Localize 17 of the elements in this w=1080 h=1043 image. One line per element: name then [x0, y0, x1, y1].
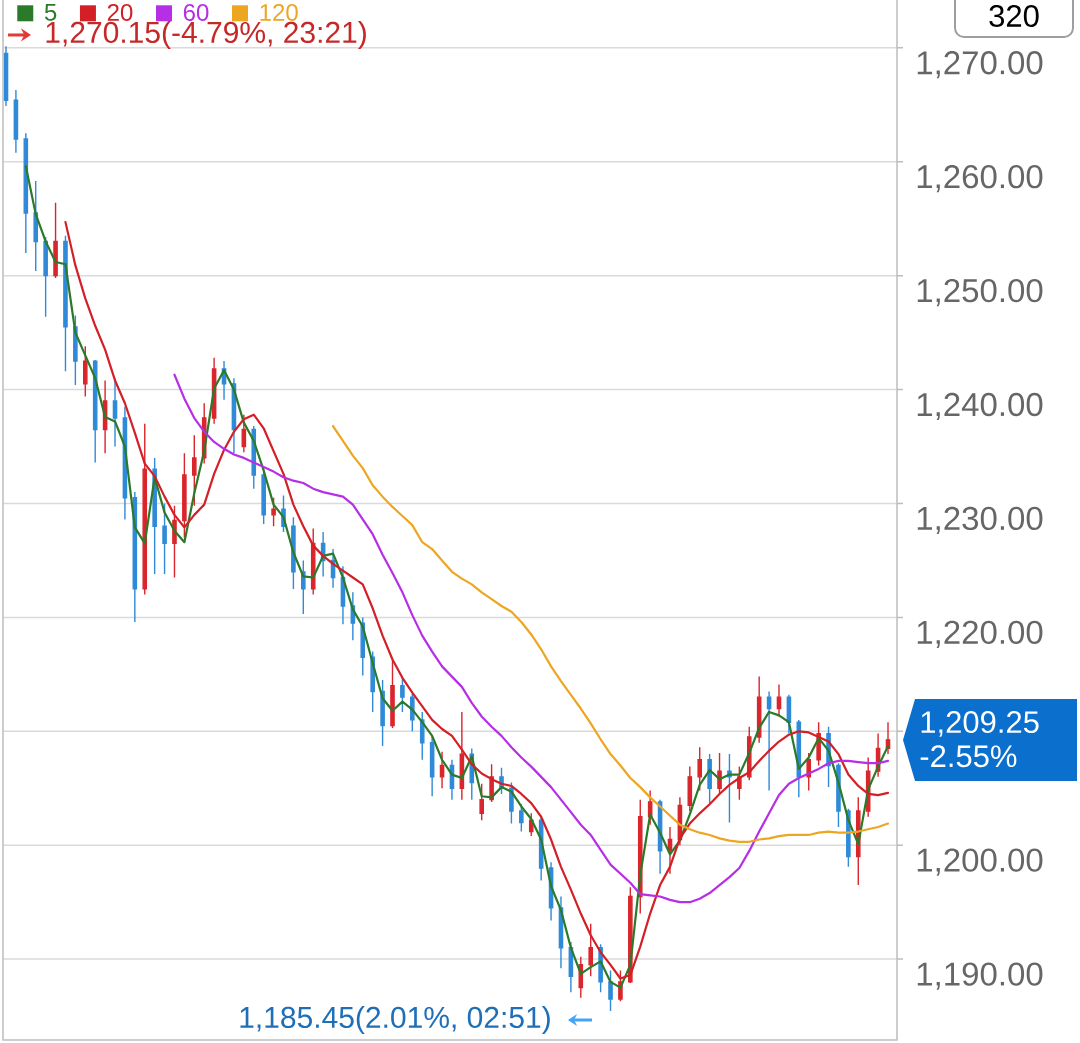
annotation: 1,270.15(-4.79%, 23:21): [46, 21, 366, 49]
legend-label: 60: [183, 3, 209, 21]
y-tick-label: 1,240.00: [917, 392, 1043, 421]
y-tick-label: 1,260.00: [917, 165, 1043, 193]
legend-label: 120: [260, 3, 298, 21]
y-tick-label: 1,270.00: [917, 51, 1043, 79]
y-tick-label: 1,230.00: [917, 506, 1043, 535]
y-tick-label: 1,190.00: [917, 962, 1043, 990]
text: 320: [989, 5, 1039, 27]
text: -2.55%: [920, 745, 1017, 768]
y-tick-label: 1,250.00: [917, 278, 1043, 307]
legend-label: 5: [44, 4, 57, 21]
y-tick-label: 1,200.00: [917, 848, 1043, 876]
text: 1,209.25: [921, 711, 1039, 737]
annotation: 1,185.45(2.01%, 02:51): [240, 1006, 550, 1034]
legend-label: 20: [107, 3, 133, 21]
y-tick-label: 1,220.00: [917, 620, 1043, 648]
